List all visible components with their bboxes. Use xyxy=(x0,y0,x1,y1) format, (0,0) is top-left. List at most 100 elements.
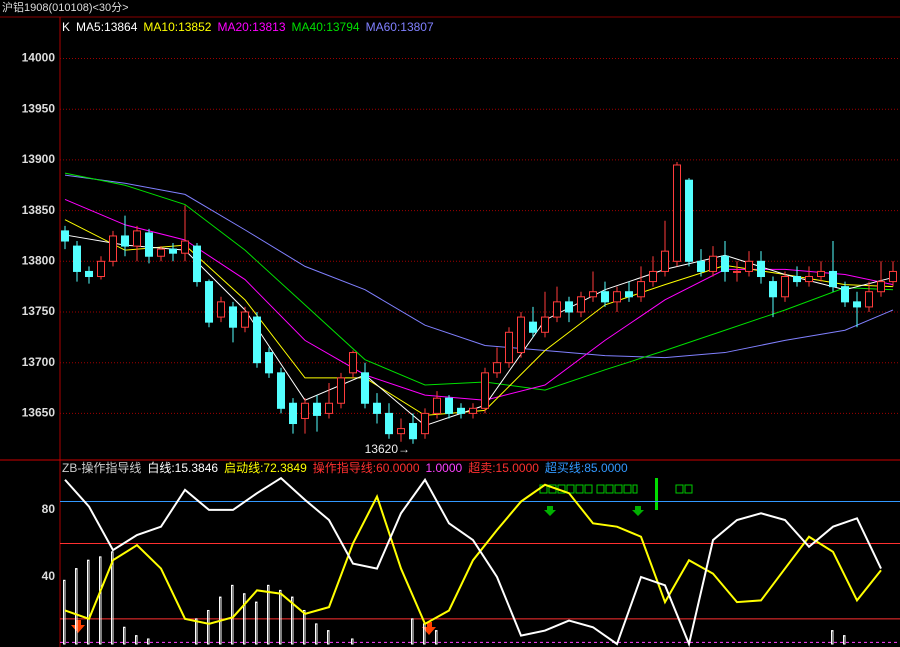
candle-body xyxy=(781,276,789,298)
candle-body xyxy=(721,255,729,272)
candle-body xyxy=(709,255,717,272)
candle-body xyxy=(421,412,429,435)
candle-body xyxy=(85,270,93,278)
candle-body xyxy=(757,260,765,278)
bar xyxy=(435,630,438,645)
candle-body xyxy=(853,301,861,308)
candle-body xyxy=(841,286,849,303)
annotation: 13620→ xyxy=(365,442,410,456)
signal-icons xyxy=(71,478,693,635)
candle-body xyxy=(877,281,885,293)
y-tick-label: 80 xyxy=(42,502,56,516)
bar xyxy=(63,579,66,645)
candle-body xyxy=(829,270,837,288)
candle-body xyxy=(325,402,333,414)
candle-body xyxy=(457,407,465,414)
candle-body xyxy=(541,316,549,333)
indicator-line xyxy=(64,483,882,626)
candle-body xyxy=(349,352,357,374)
indicator-line xyxy=(64,476,882,647)
candle-body xyxy=(577,296,585,313)
candle-body xyxy=(505,331,513,364)
candle-body xyxy=(469,407,477,414)
bar xyxy=(135,635,138,645)
candle-body xyxy=(601,291,609,303)
bar xyxy=(303,609,306,645)
candle-body xyxy=(649,270,657,283)
candle-body xyxy=(613,291,621,303)
legend-entry: MA40:13794 xyxy=(292,20,360,34)
y-tick-label: 13700 xyxy=(22,355,56,369)
bar xyxy=(411,618,414,645)
legend-entry: 1.0000 xyxy=(426,461,463,475)
candle-body xyxy=(733,270,741,273)
candle-body xyxy=(445,397,453,414)
candle-body xyxy=(685,179,693,262)
candle-body xyxy=(169,248,177,254)
candle-body xyxy=(433,397,441,414)
bar xyxy=(231,584,234,645)
candle-body xyxy=(73,245,81,272)
y-tick-label: 13750 xyxy=(22,304,56,318)
candle-body xyxy=(217,301,225,318)
candle-body xyxy=(97,260,105,278)
ma-line xyxy=(64,172,894,391)
bar xyxy=(99,556,102,645)
y-tick-label: 13850 xyxy=(22,203,56,217)
candle-body xyxy=(553,301,561,318)
candle-body xyxy=(409,423,417,440)
candle-body xyxy=(373,402,381,414)
candle-body xyxy=(229,306,237,328)
legend-entry: K xyxy=(62,20,70,34)
legend-entry: 白线:15.3846 xyxy=(147,460,218,475)
candle-body xyxy=(133,230,141,247)
candle-body xyxy=(865,291,873,308)
candle-body xyxy=(661,250,669,272)
candle-body xyxy=(697,260,705,272)
y-tick-label: 13800 xyxy=(22,253,56,267)
bar xyxy=(315,623,318,645)
candle-body xyxy=(889,270,897,283)
bar xyxy=(243,593,246,645)
candle-body xyxy=(817,270,825,278)
candle-body xyxy=(265,352,273,374)
bar xyxy=(123,626,126,645)
candle-body xyxy=(145,232,153,257)
bar xyxy=(831,630,834,645)
bar xyxy=(267,584,270,645)
y-tick-label: 40 xyxy=(42,569,56,583)
ma-line xyxy=(64,198,894,401)
candle-body xyxy=(481,372,489,409)
candle-body xyxy=(385,412,393,435)
legend-entry: ZB-操作指导线 xyxy=(62,460,141,475)
bar xyxy=(147,638,150,645)
bar xyxy=(279,589,282,645)
candle-body xyxy=(193,245,201,283)
candle-body xyxy=(589,291,597,298)
candle-body xyxy=(793,276,801,283)
legend-entry: 超买线:85.0000 xyxy=(545,460,628,475)
candle-body xyxy=(241,311,249,328)
candle-body xyxy=(277,372,285,409)
candle-body xyxy=(397,428,405,435)
legend-entry: 启动线:72.3849 xyxy=(224,461,307,475)
bar xyxy=(291,596,294,645)
bar xyxy=(207,609,210,645)
y-tick-label: 13950 xyxy=(22,101,56,115)
y-tick-label: 13650 xyxy=(22,406,56,420)
bar xyxy=(327,630,330,645)
candle-body xyxy=(121,235,129,247)
legend-entry: MA5:13864 xyxy=(76,20,138,34)
candle-body xyxy=(745,260,753,272)
bar xyxy=(111,551,114,645)
candle-body xyxy=(181,240,189,254)
candle-body xyxy=(313,402,321,416)
bar xyxy=(843,635,846,645)
chart-title: 沪铝1908(010108)<30分> xyxy=(2,0,129,14)
y-tick-label: 14000 xyxy=(22,51,56,65)
candle-body xyxy=(517,316,525,354)
legend-entry: 操作指导线:60.0000 xyxy=(313,460,420,475)
candle-body xyxy=(637,281,645,298)
ma-line xyxy=(64,174,894,359)
